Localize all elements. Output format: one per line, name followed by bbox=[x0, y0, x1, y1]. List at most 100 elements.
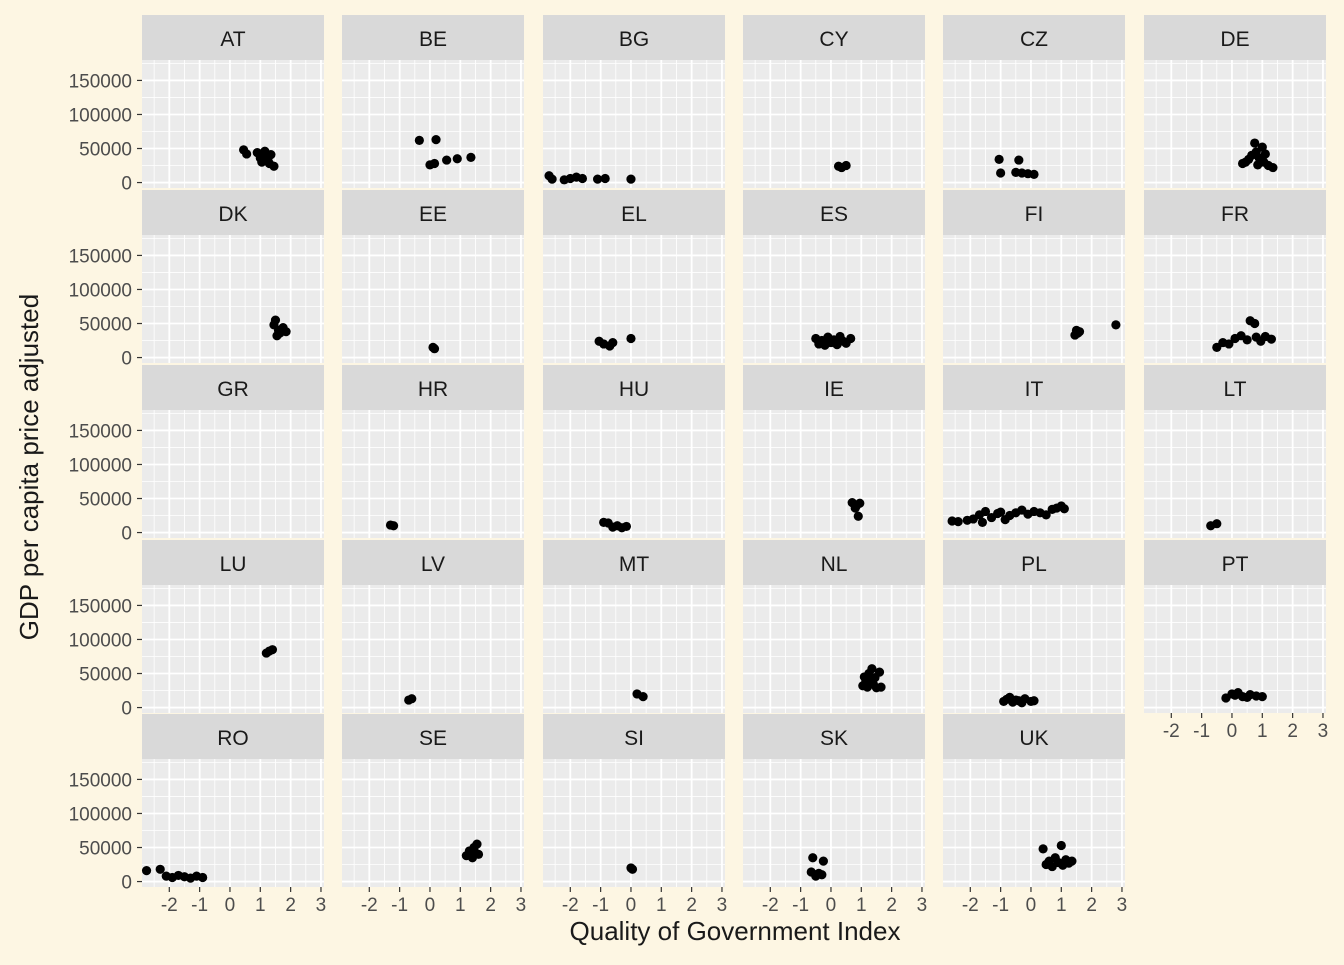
data-point bbox=[996, 168, 1006, 178]
data-point bbox=[1224, 339, 1234, 349]
x-tick-label: 2 bbox=[686, 895, 697, 916]
panel-background bbox=[943, 759, 1125, 887]
x-tick-label: 1 bbox=[1257, 721, 1268, 742]
x-tick-label: -2 bbox=[361, 895, 378, 916]
panel-strip-label: RO bbox=[217, 727, 249, 750]
x-tick-label: -1 bbox=[992, 895, 1009, 916]
panel-background bbox=[142, 235, 324, 363]
panel-strip bbox=[543, 714, 725, 759]
panel-background bbox=[142, 60, 324, 188]
panel-PT: PT -2 -1 0 1 2 3 bbox=[1144, 540, 1328, 742]
x-tick-label: 1 bbox=[455, 895, 466, 916]
data-point bbox=[626, 174, 636, 184]
panel-strip-label: DK bbox=[218, 203, 247, 226]
data-point bbox=[977, 517, 988, 527]
x-tick-label: 0 bbox=[1026, 895, 1037, 916]
y-tick-label: 100000 bbox=[69, 804, 132, 825]
panel-FR: FR bbox=[1144, 190, 1326, 363]
panel-strip-label: ES bbox=[820, 203, 848, 226]
x-tick-label: 0 bbox=[1227, 721, 1238, 742]
y-tick-label: 0 bbox=[121, 349, 132, 370]
data-point bbox=[841, 160, 851, 171]
panel-strip-label: BE bbox=[419, 28, 447, 51]
x-tick-label: 2 bbox=[285, 895, 296, 916]
data-point bbox=[1250, 318, 1260, 329]
x-tick-label: -2 bbox=[161, 895, 178, 916]
y-tick-label: 150000 bbox=[69, 770, 132, 791]
data-point bbox=[1260, 149, 1270, 159]
panel-background bbox=[1144, 60, 1326, 188]
data-point bbox=[452, 154, 462, 164]
x-tick-label: -1 bbox=[391, 895, 408, 916]
data-point bbox=[414, 135, 424, 145]
panel-strip-label: SK bbox=[820, 727, 848, 750]
data-point bbox=[980, 506, 991, 517]
data-point bbox=[1268, 162, 1278, 173]
panel-strip-label: SI bbox=[624, 727, 644, 750]
x-tick-label: 1 bbox=[856, 895, 867, 916]
x-tick-label: -1 bbox=[1193, 721, 1210, 742]
panel-BG: BG bbox=[543, 15, 725, 188]
y-tick-label: 100000 bbox=[69, 630, 132, 651]
y-tick-label: 0 bbox=[121, 174, 132, 195]
x-tick-label: 2 bbox=[1287, 721, 1298, 742]
data-point bbox=[1056, 840, 1066, 851]
panel-background bbox=[743, 759, 925, 887]
data-point bbox=[269, 161, 279, 171]
data-point bbox=[855, 498, 865, 508]
data-point bbox=[808, 853, 818, 863]
data-point bbox=[867, 664, 877, 674]
panel-MT: MT bbox=[543, 540, 725, 713]
panel-NL: NL bbox=[743, 540, 925, 713]
panel-LT: LT bbox=[1144, 365, 1326, 538]
panel-strip bbox=[342, 15, 524, 60]
panel-PL: PL bbox=[943, 540, 1125, 713]
data-point bbox=[141, 866, 152, 876]
data-point bbox=[547, 174, 557, 184]
y-tick-label: 50000 bbox=[79, 140, 132, 161]
data-point bbox=[600, 173, 610, 184]
panel-EE: EE bbox=[342, 190, 524, 363]
data-point bbox=[388, 521, 399, 531]
panel-strip-label: CY bbox=[819, 28, 848, 51]
data-point bbox=[270, 315, 281, 325]
x-tick-label: 3 bbox=[516, 895, 527, 916]
panel-IT: IT bbox=[943, 365, 1125, 538]
panel-background bbox=[943, 235, 1125, 363]
panel-strip-label: IE bbox=[824, 378, 844, 401]
panel-strip-label: DE bbox=[1220, 28, 1249, 51]
panel-strip bbox=[1144, 365, 1326, 410]
panel-strip bbox=[342, 190, 524, 235]
panel-background bbox=[743, 585, 925, 713]
panel-background bbox=[142, 585, 324, 713]
data-point bbox=[472, 839, 482, 849]
panel-BE: BE bbox=[342, 15, 524, 188]
panel-LU: LU 0 50000 100000 150000 bbox=[69, 540, 324, 720]
x-tick-label: -2 bbox=[762, 895, 779, 916]
y-tick-label: 100000 bbox=[69, 280, 132, 301]
data-point bbox=[1014, 155, 1024, 165]
y-axis-title: GDP per capita price adjusted bbox=[14, 294, 44, 640]
panel-strip-label: HU bbox=[619, 378, 649, 401]
panel-strip-label: MT bbox=[619, 553, 649, 576]
y-tick-label: 50000 bbox=[79, 490, 132, 511]
data-point bbox=[155, 864, 165, 874]
panel-strip bbox=[142, 714, 324, 759]
data-point bbox=[1266, 334, 1276, 344]
panel-CZ: CZ bbox=[943, 15, 1125, 188]
x-tick-label: 0 bbox=[826, 895, 837, 916]
panel-strip-label: UK bbox=[1019, 727, 1048, 750]
panel-strip bbox=[342, 540, 524, 585]
data-point bbox=[626, 333, 636, 344]
panel-strip-label: BG bbox=[619, 28, 649, 51]
panel-strip bbox=[142, 190, 324, 235]
panel-strip-label: NL bbox=[821, 553, 848, 576]
panel-strip-label: EL bbox=[621, 203, 647, 226]
panel-ES: ES bbox=[743, 190, 925, 363]
panel-HU: HU bbox=[543, 365, 725, 538]
panel-background bbox=[342, 235, 524, 363]
data-point bbox=[431, 135, 441, 145]
